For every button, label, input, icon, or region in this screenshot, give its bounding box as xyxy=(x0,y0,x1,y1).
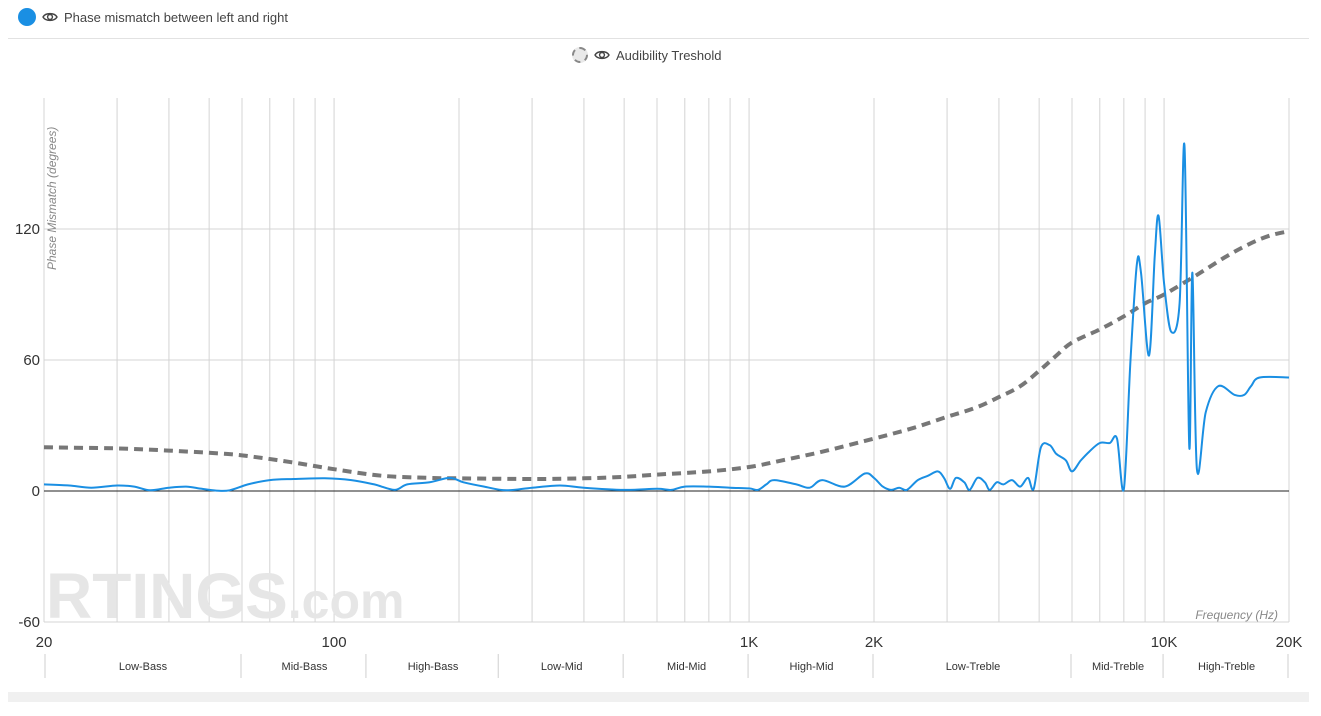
axis-tick-labels: 20 100 1K 2K 10K 20K -60 0 60 120 xyxy=(15,221,1302,651)
x-tick-label: 2K xyxy=(865,634,883,651)
x-tick-label: 100 xyxy=(322,634,347,651)
band-label: High-Mid xyxy=(790,661,834,673)
band-label: Mid-Mid xyxy=(667,661,706,673)
band-label: High-Bass xyxy=(408,661,459,673)
x-tick-label: 20K xyxy=(1276,634,1303,651)
series-lines xyxy=(43,142,1290,492)
grid-lines xyxy=(43,98,1290,623)
phase-mismatch-line xyxy=(43,142,1290,492)
x-tick-label: 20 xyxy=(36,634,53,651)
legend-primary[interactable]: Phase mismatch between left and right xyxy=(18,6,288,28)
series-color-swatch[interactable] xyxy=(18,8,36,26)
y-axis-title: Phase Mismatch (degrees) xyxy=(45,127,59,270)
eye-icon[interactable] xyxy=(594,47,610,63)
y-tick-label: 60 xyxy=(23,352,40,369)
x-tick-label: 1K xyxy=(740,634,758,651)
band-label: Low-Treble xyxy=(946,661,1001,673)
eye-icon[interactable] xyxy=(42,9,58,25)
legend-divider xyxy=(8,38,1309,39)
x-tick-label: 10K xyxy=(1151,634,1178,651)
series-color-swatch-dashed[interactable] xyxy=(572,47,588,63)
band-label: Low-Bass xyxy=(119,661,168,673)
band-label: Low-Mid xyxy=(541,661,583,673)
legend-secondary-label: Audibility Treshold xyxy=(616,47,722,63)
y-tick-label: 120 xyxy=(15,221,40,238)
frequency-bands: Low-Bass Mid-Bass High-Bass Low-Mid Mid-Mid H… xyxy=(44,654,1289,678)
rtings-watermark: RTINGS.com xyxy=(46,560,404,632)
bottom-bar xyxy=(8,692,1309,702)
legend-secondary[interactable]: Audibility Treshold xyxy=(572,45,722,65)
audibility-threshold-line xyxy=(43,229,1290,481)
band-label: Mid-Bass xyxy=(282,661,328,673)
x-axis-title: Frequency (Hz) xyxy=(1195,608,1278,622)
y-tick-label: 0 xyxy=(32,483,40,500)
y-tick-label: -60 xyxy=(18,614,40,631)
band-label: Mid-Treble xyxy=(1092,661,1144,673)
band-label: High-Treble xyxy=(1198,661,1255,673)
legend-primary-label: Phase mismatch between left and right xyxy=(64,9,289,25)
